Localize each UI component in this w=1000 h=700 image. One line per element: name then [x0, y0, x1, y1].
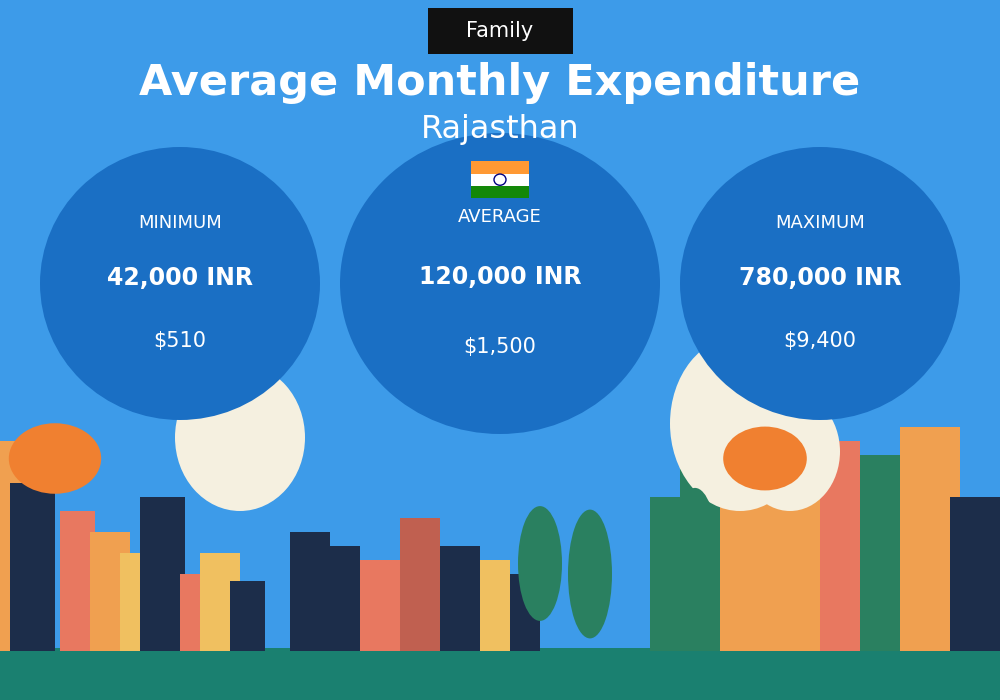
Text: 780,000 INR: 780,000 INR — [739, 266, 901, 290]
Bar — [0, 441, 55, 651]
Bar — [471, 162, 529, 174]
Text: Average Monthly Expenditure: Average Monthly Expenditure — [139, 62, 861, 104]
Ellipse shape — [670, 336, 810, 511]
Bar — [720, 413, 780, 651]
Bar — [140, 497, 185, 651]
Bar — [770, 399, 830, 651]
Text: Family: Family — [466, 21, 534, 41]
Text: MAXIMUM: MAXIMUM — [775, 214, 865, 232]
Text: 42,000 INR: 42,000 INR — [107, 266, 253, 290]
Text: AVERAGE: AVERAGE — [458, 209, 542, 226]
Bar — [230, 581, 265, 651]
Bar — [440, 546, 480, 651]
Bar — [950, 497, 1000, 651]
Bar — [650, 497, 690, 651]
Text: 120,000 INR: 120,000 INR — [419, 265, 581, 290]
Text: $9,400: $9,400 — [784, 331, 856, 351]
Ellipse shape — [9, 424, 101, 494]
Bar — [90, 532, 130, 651]
Bar — [471, 186, 529, 198]
Bar — [200, 553, 240, 651]
Bar — [290, 532, 330, 651]
Bar — [471, 174, 529, 186]
Bar — [0, 648, 1000, 700]
Ellipse shape — [673, 488, 717, 611]
Ellipse shape — [740, 392, 840, 511]
Ellipse shape — [680, 147, 960, 420]
Bar — [680, 441, 730, 651]
Ellipse shape — [518, 506, 562, 621]
Ellipse shape — [723, 426, 807, 491]
Bar — [180, 574, 210, 651]
Bar — [471, 162, 529, 174]
Bar — [320, 546, 360, 651]
Bar — [120, 553, 150, 651]
Ellipse shape — [568, 510, 612, 638]
Text: Rajasthan: Rajasthan — [421, 114, 579, 145]
FancyBboxPatch shape — [428, 8, 572, 53]
Text: $510: $510 — [154, 331, 207, 351]
Bar — [400, 518, 440, 651]
Bar — [510, 574, 540, 651]
Bar — [900, 427, 960, 651]
Text: $1,500: $1,500 — [464, 337, 536, 357]
Bar — [820, 441, 860, 651]
Bar — [471, 162, 529, 174]
Ellipse shape — [175, 364, 305, 511]
Bar — [60, 511, 95, 651]
Bar — [860, 455, 910, 651]
Bar — [360, 560, 410, 651]
Bar — [480, 560, 510, 651]
Ellipse shape — [340, 133, 660, 434]
Bar — [10, 483, 55, 651]
Ellipse shape — [40, 147, 320, 420]
Text: MINIMUM: MINIMUM — [138, 214, 222, 232]
